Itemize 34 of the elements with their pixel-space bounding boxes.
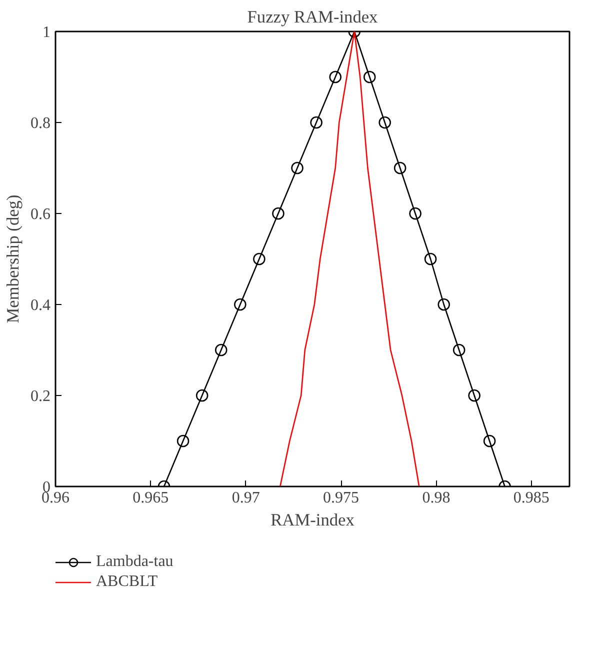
point bbox=[176, 434, 190, 448]
y-tick-label: 0.4 bbox=[30, 297, 50, 314]
x-tick-label: 0.965 bbox=[132, 490, 169, 506]
point bbox=[424, 252, 437, 266]
x-tick-label: 0.985 bbox=[513, 490, 550, 506]
point bbox=[234, 298, 246, 311]
point bbox=[363, 70, 376, 84]
y-tick-label: 0.8 bbox=[30, 115, 50, 132]
point bbox=[483, 434, 496, 448]
point bbox=[329, 70, 342, 84]
x-tick-label: 0.97 bbox=[232, 490, 260, 506]
point bbox=[378, 116, 391, 129]
point bbox=[409, 207, 422, 220]
legend-label: Lambda-tau bbox=[96, 553, 174, 571]
x-tick-label: 0.98 bbox=[422, 490, 450, 506]
y-tick-label: 1 bbox=[42, 24, 50, 41]
legend-label: ABCBLT bbox=[96, 573, 158, 591]
x-axis-title: RAM-index bbox=[270, 510, 355, 530]
line-series bbox=[279, 32, 420, 486]
y-axis-title: Membership (deg) bbox=[4, 194, 22, 324]
y-tick-label: 0.6 bbox=[30, 206, 50, 223]
chart-title: Fuzzy RAM-index bbox=[247, 8, 378, 26]
point bbox=[253, 252, 266, 266]
point bbox=[452, 344, 466, 356]
point bbox=[196, 389, 208, 402]
point bbox=[438, 298, 450, 311]
point bbox=[214, 344, 228, 356]
point bbox=[291, 162, 304, 174]
x-tick-label: 0.975 bbox=[323, 490, 360, 506]
point bbox=[394, 162, 406, 174]
y-tick-label: 0.2 bbox=[30, 388, 50, 405]
point bbox=[272, 207, 284, 220]
point bbox=[468, 389, 480, 402]
point bbox=[310, 116, 322, 129]
